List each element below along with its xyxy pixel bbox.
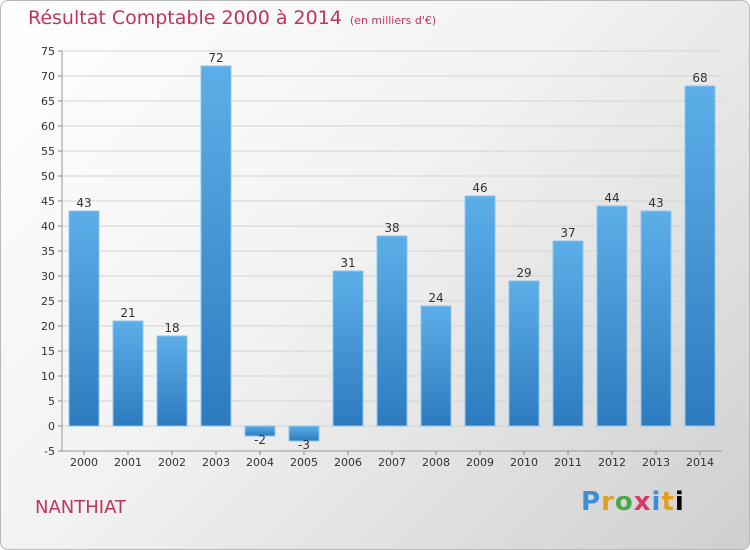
y-tick-label: -5 [44,445,55,458]
bar-2005 [288,425,320,442]
x-tick-label-2007: 2007 [378,456,406,469]
data-label-2000: 43 [76,196,91,210]
data-label-2004: -2 [254,433,266,447]
data-label-2006: 31 [340,256,355,270]
x-tick-label-2000: 2000 [70,456,98,469]
y-tick-label: 0 [48,420,55,433]
bar-2012 [596,205,628,427]
x-tick-label-2013: 2013 [642,456,670,469]
bar-2004 [244,425,276,437]
bar-2000 [68,210,100,427]
x-tick-label-2011: 2011 [554,456,582,469]
data-label-2013: 43 [648,196,663,210]
y-tick-label: 15 [41,345,55,358]
y-tick-label: 35 [41,245,55,258]
bar-2009 [464,195,496,427]
chart-title: Résultat Comptable 2000 à 2014 (en millie… [28,7,436,29]
bar-2011 [552,240,584,427]
bars [68,65,716,442]
bar-2006 [332,270,364,427]
bar-2008 [420,305,452,427]
data-label-2012: 44 [604,191,619,205]
bar-2007 [376,235,408,427]
chart-title-text: Résultat Comptable 2000 à 2014 [28,7,342,29]
data-label-2005: -3 [298,438,310,452]
x-tick-label-2002: 2002 [158,456,186,469]
chart-subtitle: (en milliers d'€) [349,14,437,27]
y-tick-label: 70 [41,70,55,83]
y-tick-label: 50 [41,170,55,183]
y-tick-label: 30 [41,270,55,283]
bar-2010 [508,280,540,427]
bar-2014 [684,85,716,427]
labels: -5 0 5 10 15 20 25 30 35 40 45 50 55 60 65 70 75 43 2000 21… [41,45,714,469]
bar-2013 [640,210,672,427]
y-tick-label: 10 [41,370,55,383]
data-label-2011: 37 [560,226,575,240]
bar-2003 [200,65,232,427]
axes [58,50,722,455]
bar-2001 [112,320,144,427]
x-tick-label-2004: 2004 [246,456,274,469]
y-tick-label: 5 [48,395,55,408]
y-tick-label: 60 [41,120,55,133]
x-tick-label-2008: 2008 [422,456,450,469]
data-label-2010: 29 [516,266,531,280]
y-tick-label: 40 [41,220,55,233]
x-tick-label-2001: 2001 [114,456,142,469]
data-label-2007: 38 [384,221,399,235]
y-tick-label: 20 [41,320,55,333]
data-label-2008: 24 [428,291,443,305]
data-label-2002: 18 [164,321,179,335]
data-label-2009: 46 [472,181,487,195]
x-tick-label-2003: 2003 [202,456,230,469]
proxiti-logo: Proxiti [581,487,685,517]
y-tick-label: 65 [41,95,55,108]
bar-2002 [156,335,188,427]
data-label-2014: 68 [692,71,707,85]
data-label-2003: 72 [208,51,223,65]
y-tick-label: 75 [41,45,55,58]
place-name: NANTHIAT [35,497,126,518]
x-tick-label-2006: 2006 [334,456,362,469]
x-tick-label-2009: 2009 [466,456,494,469]
x-tick-label-2012: 2012 [598,456,626,469]
x-tick-label-2005: 2005 [290,456,318,469]
y-tick-label: 55 [41,145,55,158]
x-tick-label-2014: 2014 [686,456,714,469]
y-tick-label: 25 [41,295,55,308]
x-tick-label-2010: 2010 [510,456,538,469]
y-tick-label: 45 [41,195,55,208]
data-label-2001: 21 [120,306,135,320]
